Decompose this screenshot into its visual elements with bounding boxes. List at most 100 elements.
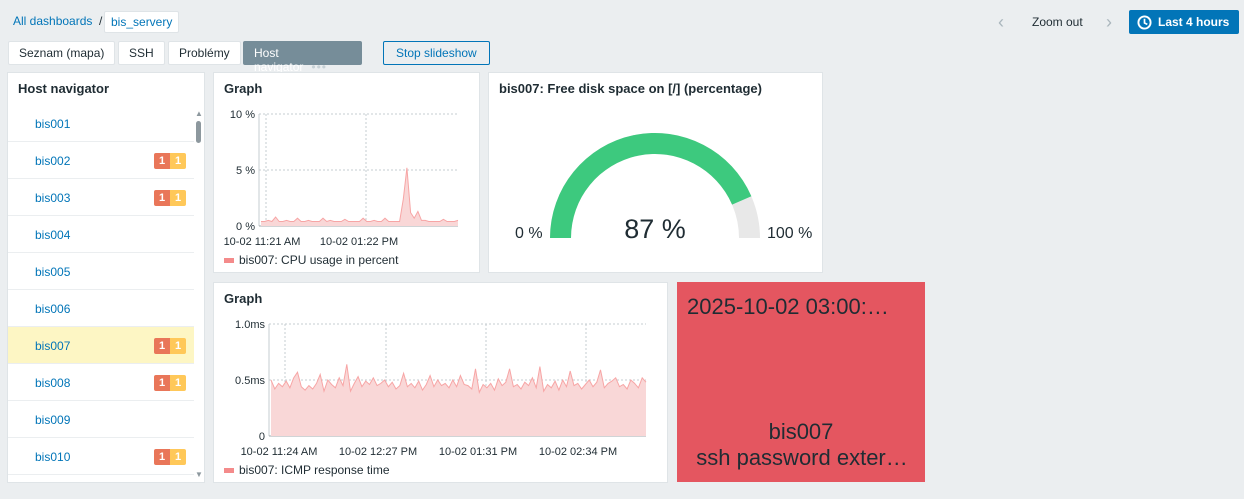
cpu-graph-widget: Graph 10 % 5 % 0 % 10-02 11:21 AM 10-02 01:2… — [213, 72, 480, 273]
average-problem-count: 1 — [170, 375, 186, 391]
legend-item: bis007: CPU usage in percent — [224, 253, 398, 267]
average-problem-count: 1 — [170, 190, 186, 206]
high-problem-count: 1 — [154, 153, 170, 169]
host-name-link[interactable]: bis007 — [35, 339, 71, 353]
widget-title: Graph — [224, 291, 263, 306]
time-range-button[interactable]: Last 4 hours — [1129, 10, 1240, 34]
series-area — [271, 364, 646, 436]
problem-time: 2025-10-02 03:00:… — [687, 294, 889, 319]
gauge-min-label: 0 % — [515, 225, 543, 242]
x-tick-label: 10-02 01:31 PM — [439, 446, 517, 458]
x-tick-label: 10-02 11:24 AM — [241, 446, 318, 458]
host-name-link[interactable]: bis009 — [35, 413, 71, 427]
problem-widget[interactable]: 2025-10-02 03:00:… bis007 ssh password e… — [677, 282, 925, 482]
x-tick-label: 10-02 11:21 AM — [224, 236, 301, 248]
legend-label: bis007: CPU usage in percent — [239, 253, 399, 267]
host-item[interactable]: bis001 — [8, 105, 194, 142]
host-name-link[interactable]: bis006 — [35, 302, 71, 316]
y-tick-label: 10 % — [230, 109, 255, 121]
host-name-link[interactable]: bis004 — [35, 228, 71, 242]
high-problem-count: 1 — [154, 375, 170, 391]
host-item[interactable]: bis008 1 1 — [8, 364, 194, 401]
y-tick-label: 0 % — [236, 221, 255, 233]
tab-host-navigator[interactable]: Host navigator ••• — [243, 41, 362, 74]
tab-seznam-mapa[interactable]: Seznam (mapa) — [8, 41, 116, 65]
breadcrumb-current-dashboard[interactable]: bis_servery — [104, 11, 180, 33]
y-tick-label: 5 % — [236, 165, 255, 177]
series-line — [261, 167, 459, 223]
y-tick-label: 0 — [259, 431, 265, 443]
breadcrumb-all-dashboards[interactable]: All dashboards — [13, 14, 93, 28]
host-item[interactable]: bis003 1 1 — [8, 179, 194, 216]
tab-label: SSH — [129, 46, 154, 60]
clock-icon — [1137, 14, 1152, 30]
gauge-max-label: 100 % — [767, 225, 812, 242]
icmp-graph-chart[interactable]: 1.0ms 0.5ms 0 10-02 11:24 AM 10-02 12:27 PM 1… — [214, 283, 669, 484]
tab-label: Host navigator — [254, 46, 304, 74]
host-name-link[interactable]: bis003 — [35, 191, 71, 205]
average-problem-count: 1 — [170, 153, 186, 169]
host-item[interactable]: bis004 — [8, 216, 194, 253]
tab-ssh[interactable]: SSH — [118, 41, 165, 65]
host-item[interactable]: bis005 — [8, 253, 194, 290]
scroll-down-icon[interactable]: ▼ — [195, 470, 203, 479]
chevron-left-icon[interactable]: ‹ — [998, 12, 1004, 32]
zoom-out-button[interactable]: Zoom out — [1032, 15, 1083, 29]
cpu-graph-chart[interactable]: 10 % 5 % 0 % 10-02 11:21 AM 10-02 01:22 PM — [214, 73, 481, 274]
host-name-link[interactable]: bis002 — [35, 154, 71, 168]
chevron-right-icon[interactable]: › — [1106, 12, 1112, 32]
problem-description: ssh password exter… — [696, 445, 908, 470]
widget-title: Graph — [224, 81, 263, 96]
average-problem-count: 1 — [170, 338, 186, 354]
host-name-link[interactable]: bis001 — [35, 117, 71, 131]
disk-gauge-widget: bis007: Free disk space on [/] (percenta… — [488, 72, 823, 273]
host-item[interactable]: bis010 1 1 — [8, 438, 194, 475]
problem-host: bis007 — [768, 419, 834, 444]
gauge-value: 87 % — [624, 214, 686, 244]
scrollbar-thumb[interactable] — [196, 121, 201, 143]
scroll-up-icon[interactable]: ▲ — [195, 109, 203, 118]
more-dots-icon[interactable]: ••• — [311, 60, 327, 74]
host-name-link[interactable]: bis005 — [35, 265, 71, 279]
icmp-graph-widget: Graph 1.0ms 0.5ms 0 10-02 11:24 AM 10-02 12:… — [213, 282, 668, 483]
high-problem-count: 1 — [154, 449, 170, 465]
host-name-link[interactable]: bis010 — [35, 450, 71, 464]
tab-label: Problémy — [179, 46, 230, 60]
y-tick-label: 1.0ms — [235, 319, 265, 331]
legend-label: bis007: ICMP response time — [239, 463, 390, 477]
gauge-chart: 0 % 100 % 87 % — [515, 133, 812, 244]
breadcrumb-separator: / — [99, 14, 103, 28]
x-tick-label: 10-02 01:22 PM — [320, 236, 398, 248]
host-item[interactable]: bis009 — [8, 401, 194, 438]
widget-title: Host navigator — [18, 81, 110, 96]
legend-item: bis007: ICMP response time — [224, 463, 390, 477]
tab-label: Seznam (mapa) — [19, 46, 105, 60]
x-tick-label: 10-02 12:27 PM — [339, 446, 417, 458]
average-problem-count: 1 — [170, 449, 186, 465]
host-name-link[interactable]: bis008 — [35, 376, 71, 390]
stop-slideshow-button[interactable]: Stop slideshow — [383, 41, 490, 65]
high-problem-count: 1 — [154, 190, 170, 206]
host-item[interactable]: bis002 1 1 — [8, 142, 194, 179]
legend-swatch — [224, 257, 234, 263]
tab-problemy[interactable]: Problémy — [168, 41, 241, 65]
high-problem-count: 1 — [154, 338, 170, 354]
widget-title: bis007: Free disk space on [/] (percenta… — [499, 81, 762, 96]
time-range-label: Last 4 hours — [1158, 15, 1230, 29]
series-area — [261, 167, 458, 226]
host-navigator-widget: Host navigator bis001 bis002 1 1 bis003 1 1 bis… — [7, 72, 205, 483]
scrollbar[interactable]: ▲ ▼ — [195, 109, 203, 479]
x-tick-label: 10-02 02:34 PM — [539, 446, 617, 458]
gauge-fill-arc — [550, 133, 752, 238]
y-tick-label: 0.5ms — [235, 375, 265, 387]
host-list: bis001 bis002 1 1 bis003 1 1 bis004 bis005 bis006… — [8, 105, 194, 475]
legend-swatch — [224, 467, 234, 473]
host-item[interactable]: bis006 — [8, 290, 194, 327]
series-line — [270, 364, 647, 394]
host-item[interactable]: bis007 1 1 — [8, 327, 194, 364]
